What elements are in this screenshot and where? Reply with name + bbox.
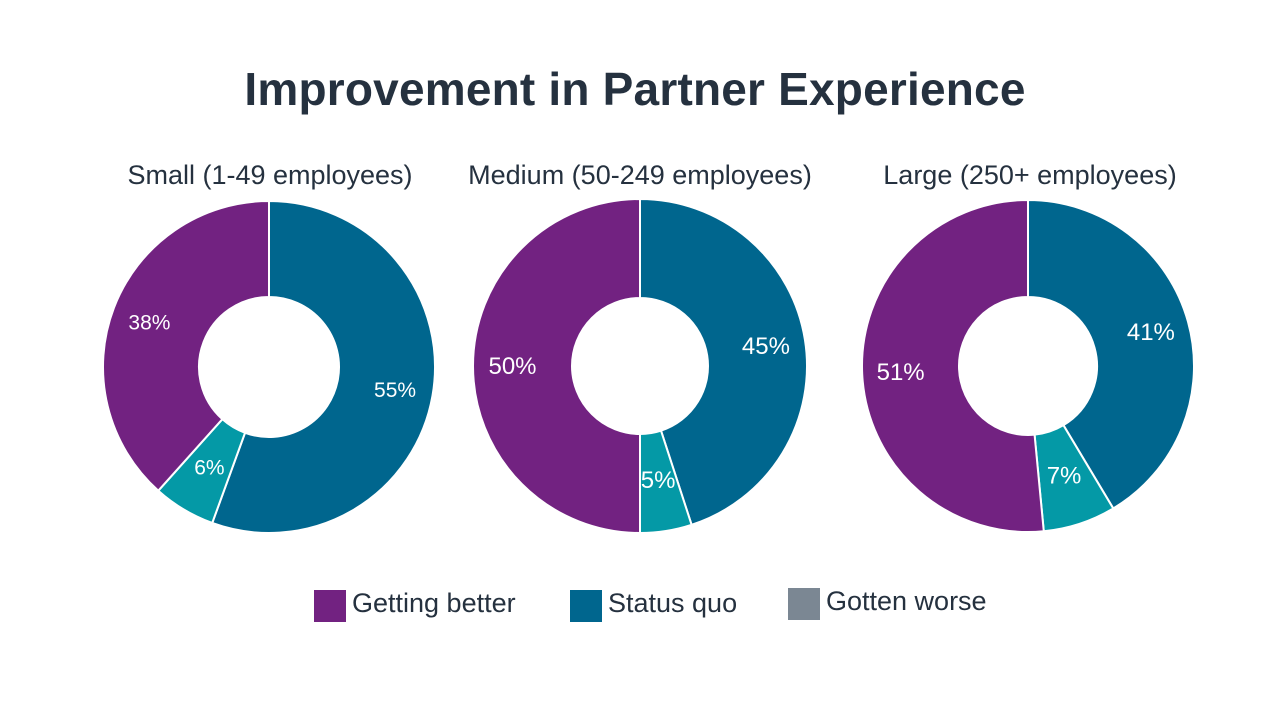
- chart-title-medium: Medium (50-249 employees): [468, 160, 812, 190]
- data-label-medium-status-quo: 45%: [742, 333, 790, 360]
- legend-swatch-getting-better: [314, 590, 346, 622]
- page-title: Improvement in Partner Experience: [244, 63, 1026, 115]
- data-label-large-getting-better: 51%: [877, 359, 925, 386]
- data-label-small-status-quo: 55%: [374, 379, 416, 402]
- data-label-small-gotten-worse: 6%: [194, 457, 224, 480]
- legend-label-gotten-worse: Gotten worse: [826, 586, 987, 616]
- slice-small-status-quo: [210, 199, 436, 534]
- slice-small-getting-better: [102, 199, 270, 493]
- data-label-medium-gotten-worse: 5%: [641, 467, 676, 494]
- slice-medium-status-quo: [639, 197, 808, 527]
- slice-large-getting-better: [861, 198, 1045, 533]
- data-label-large-status-quo: 41%: [1127, 319, 1175, 346]
- legend-swatch-gotten-worse: [788, 588, 820, 620]
- slice-large-status-quo: [1027, 198, 1195, 510]
- data-label-small-getting-better: 38%: [128, 311, 170, 334]
- slice-medium-getting-better: [472, 197, 641, 535]
- data-label-medium-getting-better: 50%: [488, 353, 536, 380]
- legend-swatch-status-quo: [570, 590, 602, 622]
- chart-title-small: Small (1-49 employees): [127, 160, 413, 190]
- chart-title-large: Large (250+ employees): [883, 160, 1177, 190]
- data-label-large-gotten-worse: 7%: [1047, 463, 1082, 490]
- legend-label-getting-better: Getting better: [352, 588, 516, 618]
- legend-label-status-quo: Status quo: [608, 588, 738, 618]
